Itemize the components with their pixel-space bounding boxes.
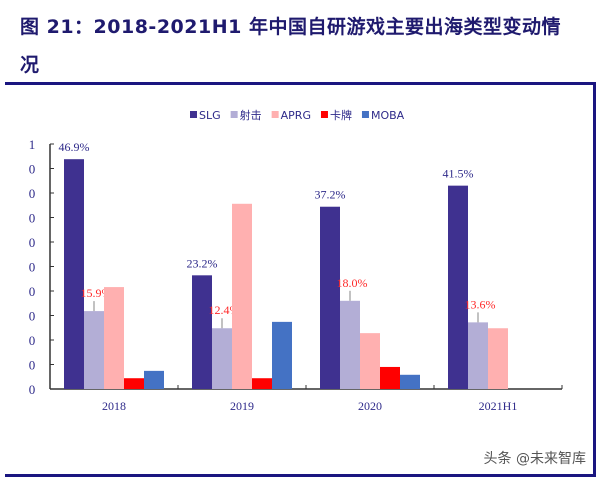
legend-swatch-SLG: [190, 111, 197, 118]
x-tick-label-2018: 2018: [102, 399, 126, 413]
y-tick-label: 0: [29, 162, 36, 177]
y-tick-label: 0: [29, 358, 36, 373]
y-tick-label: 0: [29, 284, 36, 299]
bar-MOBA-2019: [272, 321, 292, 389]
legend-label-卡牌: 卡牌: [330, 108, 352, 122]
bar-APRG-2021H1: [488, 328, 508, 389]
y-tick-label: 1: [29, 137, 36, 152]
data-label-射击-2018: 15.9%: [81, 286, 112, 300]
x-tick-label-2021H1: 2021H1: [479, 399, 518, 413]
y-tick-label: 0: [29, 235, 36, 250]
frame-right-border: [593, 82, 596, 477]
legend-swatch-射击: [230, 111, 238, 118]
bar-APRG-2020: [360, 333, 380, 389]
legend-label-SLG: SLG: [199, 109, 221, 122]
data-label-射击-2019: 12.4%: [209, 303, 240, 317]
bar-SLG-2019: [192, 275, 212, 389]
y-tick-label: 0: [29, 309, 36, 324]
bar-MOBA-2018: [144, 370, 164, 389]
legend-swatch-APRG: [271, 111, 279, 118]
x-tick-label-2020: 2020: [358, 399, 382, 413]
bar-射击-2020: [340, 300, 360, 389]
legend-label-射击: 射击: [240, 108, 262, 122]
data-label-SLG-2020: 37.2%: [315, 188, 346, 202]
bar-射击-2021H1: [468, 322, 488, 389]
bar-APRG-2018: [104, 287, 124, 389]
bar-卡牌-2019: [252, 378, 272, 389]
legend-swatch-卡牌: [320, 111, 328, 118]
x-tick-label-2019: 2019: [230, 399, 254, 413]
bar-射击-2018: [84, 311, 104, 389]
y-tick-label: 0: [29, 260, 36, 275]
bar-SLG-2020: [320, 206, 340, 389]
y-tick-label: 0: [29, 186, 36, 201]
bar-SLG-2021H1: [448, 185, 468, 389]
bar-APRG-2019: [232, 203, 252, 389]
legend-label-APRG: APRG: [281, 109, 311, 122]
figure-title: 图 21：2018-2021H1 年中国自研游戏主要出海类型变动情况: [20, 16, 561, 76]
watermark: 头条 @未来智库: [483, 451, 586, 467]
data-label-SLG-2018: 46.9%: [59, 140, 90, 154]
bar-卡牌-2018: [124, 378, 144, 389]
data-label-射击-2021H1: 13.6%: [465, 297, 496, 311]
legend-swatch-MOBA: [361, 111, 369, 118]
y-tick-label: 0: [29, 382, 36, 397]
data-label-SLG-2019: 23.2%: [187, 256, 218, 270]
data-label-射击-2020: 18.0%: [337, 276, 368, 290]
bar-射击-2019: [212, 328, 232, 389]
frame-top-border: [5, 82, 596, 85]
bar-卡牌-2020: [380, 366, 400, 389]
data-label-SLG-2021H1: 41.5%: [443, 167, 474, 181]
legend-label-MOBA: MOBA: [371, 109, 405, 122]
bar-SLG-2018: [64, 159, 84, 389]
frame-bottom-border: [5, 474, 596, 477]
y-tick-label: 0: [29, 211, 36, 226]
bar-MOBA-2020: [400, 374, 420, 389]
y-tick-label: 0: [29, 333, 36, 348]
